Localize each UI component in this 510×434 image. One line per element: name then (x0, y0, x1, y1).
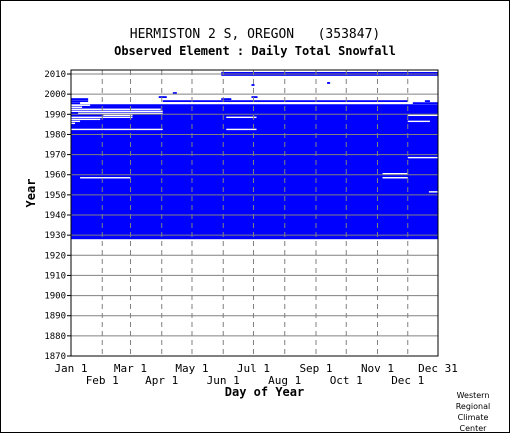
observed-segment (221, 98, 232, 101)
x-tick-label: Jun 1 (207, 374, 240, 387)
y-tick-label: 1970 (44, 151, 66, 161)
observed-segment (71, 100, 89, 103)
observed-segment (221, 72, 438, 74)
observed-segment (412, 102, 438, 105)
observed-segment (327, 82, 331, 84)
x-tick-label: Apr 1 (145, 374, 178, 387)
x-tick-label: Aug 1 (268, 374, 301, 387)
missing-segment (71, 110, 163, 112)
missing-segment (407, 114, 438, 117)
missing-segment (71, 122, 76, 125)
y-tick-label: 1920 (44, 251, 66, 261)
x-tick-label: Dec 1 (391, 374, 424, 387)
credit-block: Western Regional Climate Center (455, 391, 491, 433)
missing-segment (71, 120, 81, 123)
observed-segment (172, 92, 177, 94)
y-tick-label: 1930 (44, 231, 66, 241)
x-tick-label: Mar 1 (114, 362, 147, 375)
missing-segment (78, 112, 163, 115)
chart-title: HERMISTON 2 S, OREGON (353847) (129, 27, 381, 42)
y-tick-label: 1870 (44, 352, 66, 362)
y-tick-label: 2010 (44, 70, 66, 80)
missing-segment (71, 116, 133, 119)
y-axis-label: Year (24, 179, 38, 208)
missing-segment (226, 128, 257, 131)
x-tick-label: May 1 (175, 362, 208, 375)
x-tick-label: Feb 1 (86, 374, 119, 387)
missing-segment (71, 108, 161, 110)
observed-segment (71, 102, 81, 105)
observed-block (71, 104, 438, 240)
observation-marks (71, 72, 438, 240)
y-tick-label: 2000 (44, 90, 66, 100)
observed-segment (221, 74, 438, 76)
x-axis-label: Day of Year (225, 385, 304, 399)
x-tick-label: Nov 1 (361, 362, 394, 375)
observed-segment (251, 84, 255, 86)
missing-segment (71, 104, 91, 106)
missing-segment (382, 177, 408, 179)
observed-segment (424, 100, 430, 103)
missing-segment (71, 128, 163, 131)
observed-segment (162, 100, 408, 103)
x-tick-label: Sep 1 (299, 362, 332, 375)
missing-segment (407, 156, 438, 159)
missing-segment (71, 118, 101, 121)
missing-segment (103, 114, 133, 117)
y-tick-label: 1950 (44, 191, 66, 201)
y-tick-labels: 1870 1880 1890 1900 1910 1920 1930 1940 1950 1960… (44, 70, 66, 362)
x-tick-labels: Jan 1 Mar 1 May 1 Jul 1 Sep 1 Nov 1 Dec 31 Feb … (54, 362, 457, 387)
plot-area (70, 69, 439, 357)
chart-subtitle: Observed Element : Daily Total Snowfall (114, 44, 396, 58)
y-tick-label: 1880 (44, 332, 66, 342)
y-tick-label: 1900 (44, 292, 66, 302)
y-tick-label: 1910 (44, 271, 66, 281)
missing-segment (226, 116, 257, 119)
y-tick-label: 1990 (44, 110, 66, 120)
x-tick-label: Jan 1 (54, 362, 87, 375)
observed-segment (251, 96, 258, 98)
x-tick-label: Oct 1 (330, 374, 363, 387)
missing-segment (71, 106, 83, 108)
missing-segment (80, 177, 131, 179)
y-tick-label: 1980 (44, 130, 66, 140)
y-tick-label: 1940 (44, 211, 66, 221)
x-tick-label: Dec 31 (418, 362, 458, 375)
missing-segment (382, 173, 408, 175)
grid-lines (67, 70, 438, 357)
x-tick-label: Jul 1 (237, 362, 270, 375)
y-tick-label: 1960 (44, 171, 66, 181)
observed-segment (158, 96, 167, 98)
observed-segment (71, 98, 89, 101)
missing-segment (428, 191, 438, 193)
missing-segment (407, 120, 430, 123)
y-tick-label: 1890 (44, 312, 66, 322)
